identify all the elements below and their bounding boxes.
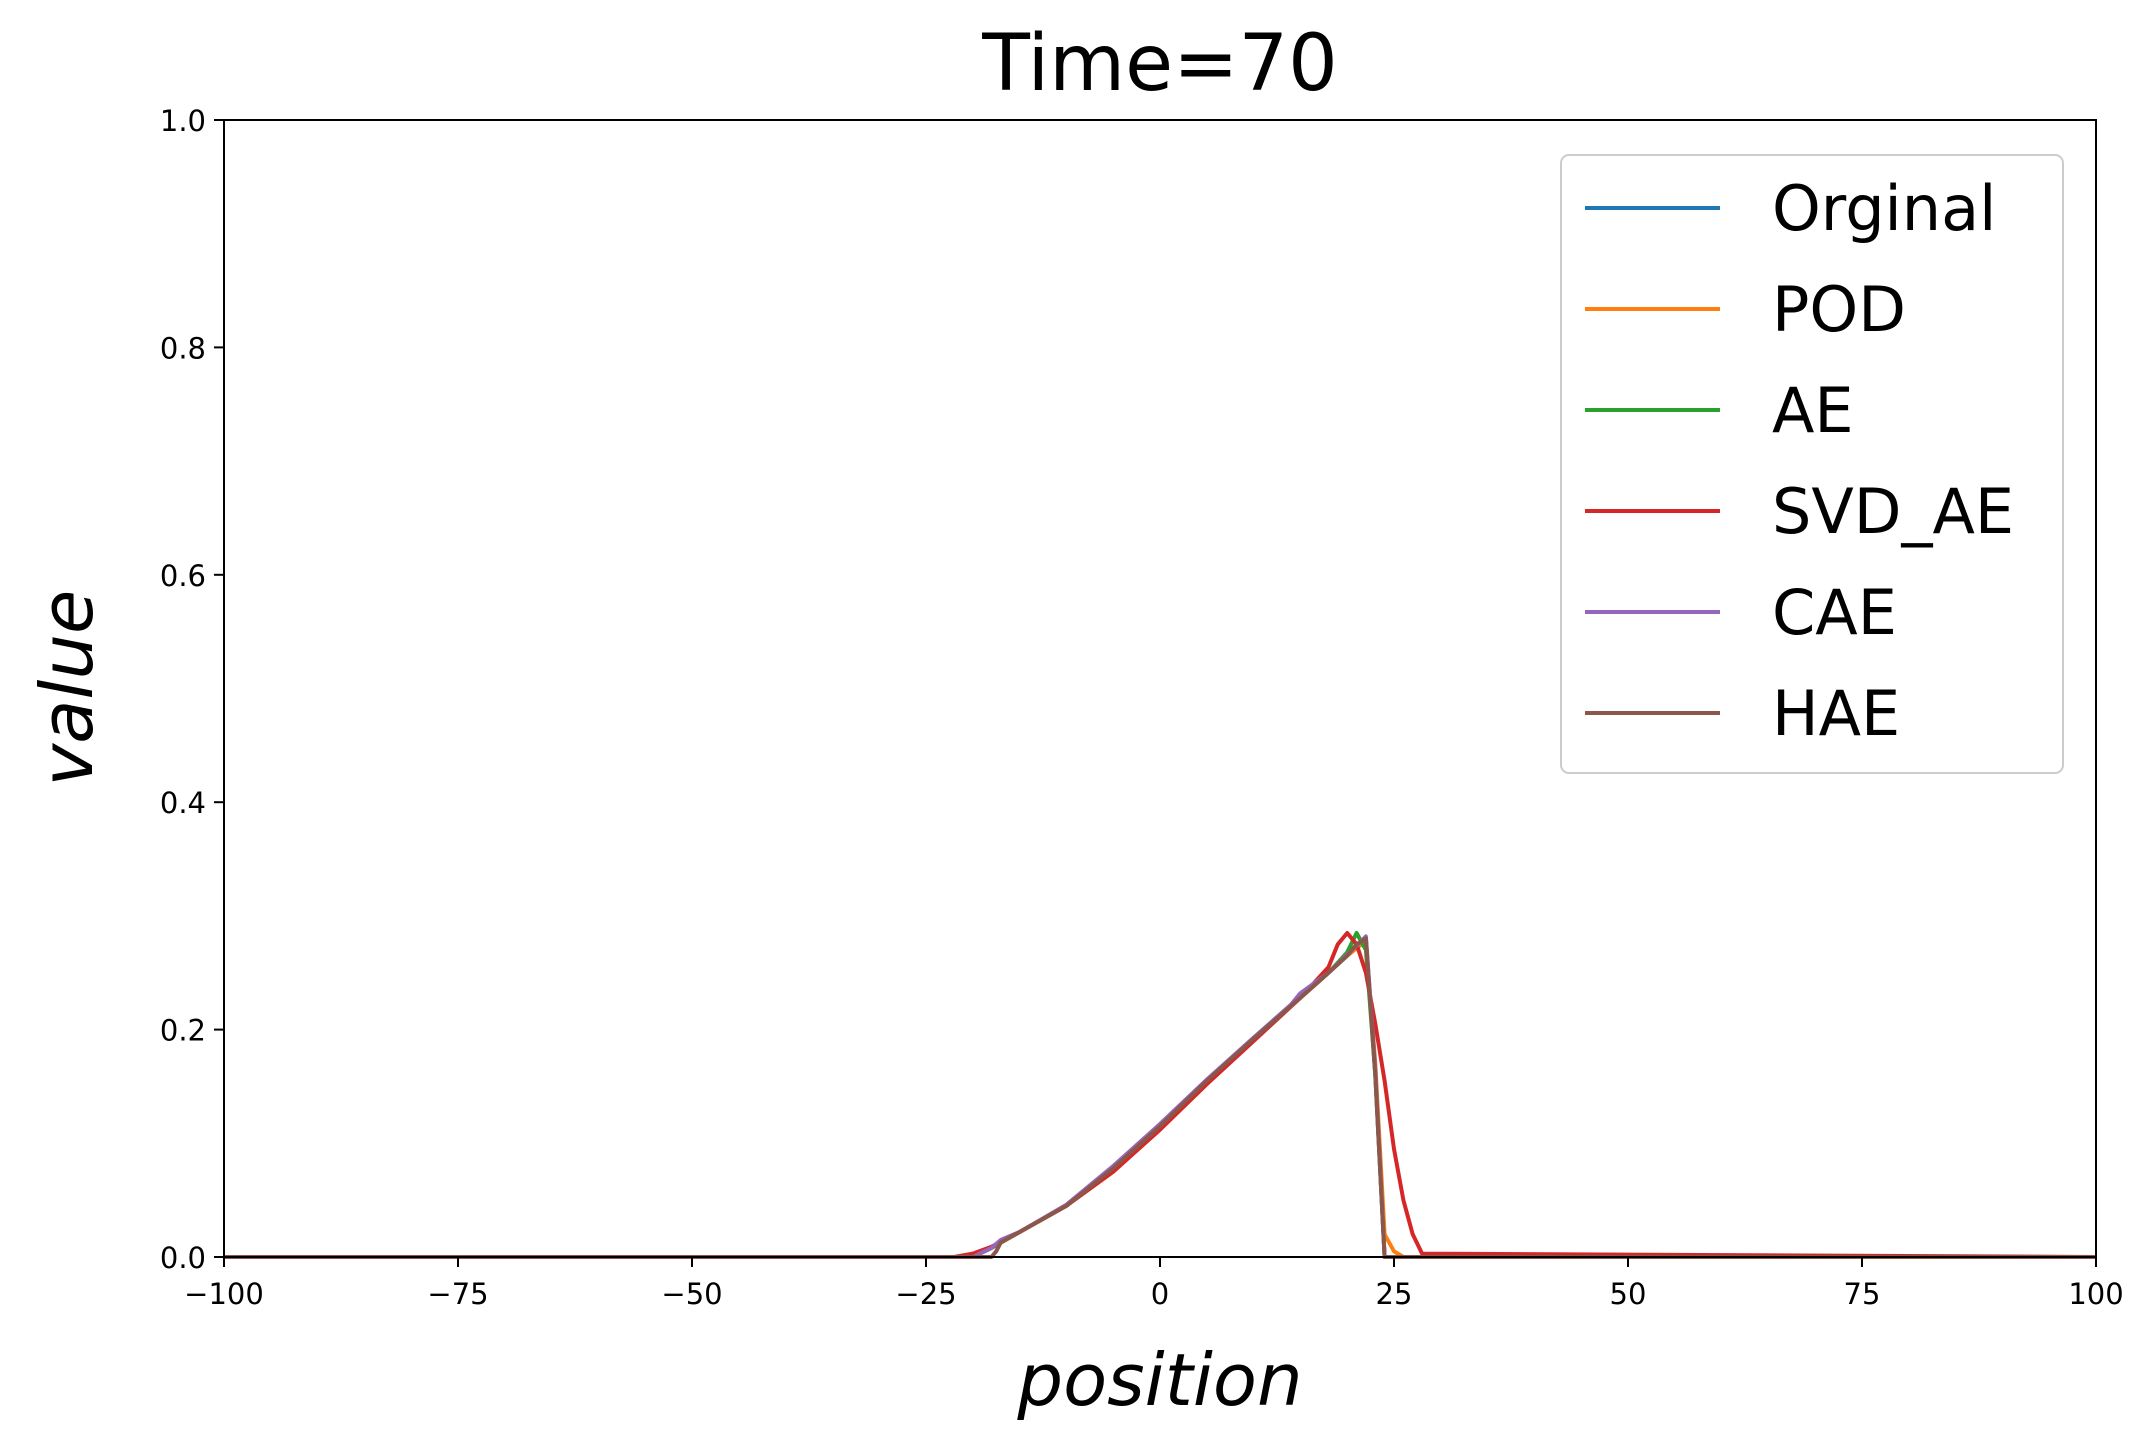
x-tick-label: 75 xyxy=(1844,1277,1881,1311)
x-axis-label: position xyxy=(1016,1338,1302,1422)
x-tick-label: −25 xyxy=(895,1277,956,1311)
legend-label: POD xyxy=(1772,273,1906,346)
legend-label: Orginal xyxy=(1772,172,1996,245)
legend-label: CAE xyxy=(1772,576,1897,649)
legend-label: AE xyxy=(1772,374,1854,447)
axes-layer: −100 −75 −50 −25 0 25 50 75 100 0.0 0.2 0.4 0.6 0.8 1.… xyxy=(160,104,2124,1311)
series-line-hae xyxy=(224,936,2096,1259)
x-tick-label: 25 xyxy=(1376,1277,1413,1311)
y-tick-label: 0.4 xyxy=(160,786,206,820)
y-tick-label: 0.0 xyxy=(160,1241,206,1275)
chart-title: Time=70 xyxy=(981,19,1338,109)
y-tick-label: 0.2 xyxy=(160,1014,206,1048)
x-tick-label: 100 xyxy=(2068,1277,2123,1311)
x-tick-label: −50 xyxy=(661,1277,722,1311)
series-layer xyxy=(224,931,2097,1259)
x-tick-label: −75 xyxy=(427,1277,488,1311)
y-tick-label: 0.8 xyxy=(160,331,206,365)
legend-label: HAE xyxy=(1772,677,1900,750)
y-tick-label: 1.0 xyxy=(160,104,206,138)
x-tick-label: −100 xyxy=(184,1277,264,1311)
x-tick-label: 0 xyxy=(1151,1277,1169,1311)
x-tick-label: 50 xyxy=(1610,1277,1647,1311)
legend: Orginal POD AE SVD_AE CAE HAE xyxy=(1560,154,2064,774)
y-axis-label: value xyxy=(25,590,109,787)
y-tick-label: 0.6 xyxy=(160,559,206,593)
legend-label: SVD_AE xyxy=(1772,475,2014,548)
